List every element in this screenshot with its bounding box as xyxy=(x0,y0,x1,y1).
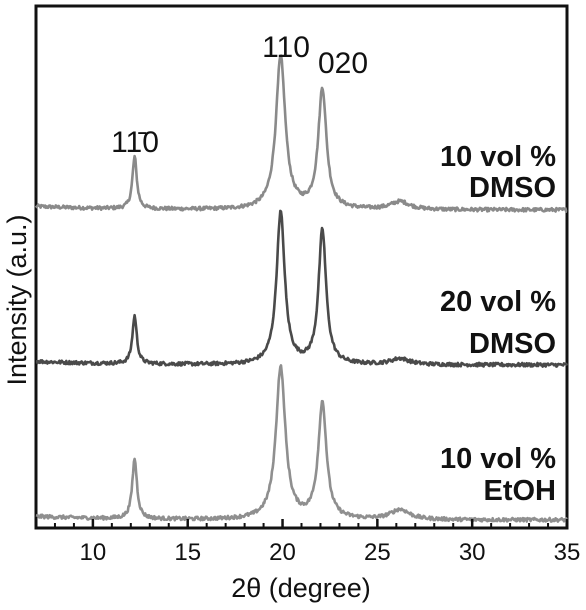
peak-label-1: 11̄0 xyxy=(111,126,159,159)
series-line-1 xyxy=(34,54,568,213)
series-label-2-line1: 20 vol % xyxy=(440,286,556,318)
x-tick-label-25: 25 xyxy=(364,539,391,566)
x-tick-label-10: 10 xyxy=(80,539,107,566)
series-label-2-line2: DMSO xyxy=(469,328,556,360)
series-line-2 xyxy=(35,209,569,368)
x-axis-title: 2θ (degree) xyxy=(231,573,371,603)
peak-label-layer: 11̄0 110 020 xyxy=(111,31,368,159)
series-label-1-line1: 10 vol % xyxy=(440,141,556,173)
peak-label-3: 020 xyxy=(318,47,368,80)
x-tick-label-35: 35 xyxy=(554,539,581,566)
series-line-3 xyxy=(35,364,569,523)
x-tick-label-20: 20 xyxy=(269,539,296,566)
series-label-3-line2: EtOH xyxy=(484,475,557,507)
tick-layer: 10 15 20 25 30 35 xyxy=(53,519,581,566)
y-axis-title: Intensity (a.u.) xyxy=(2,214,32,385)
x-tick-label-30: 30 xyxy=(459,539,486,566)
peak-label-2: 110 xyxy=(262,31,310,64)
series-label-1-line2: DMSO xyxy=(469,172,556,204)
x-tick-label-15: 15 xyxy=(174,539,201,566)
series-layer xyxy=(34,54,569,523)
series-label-3-line1: 10 vol % xyxy=(440,443,556,475)
